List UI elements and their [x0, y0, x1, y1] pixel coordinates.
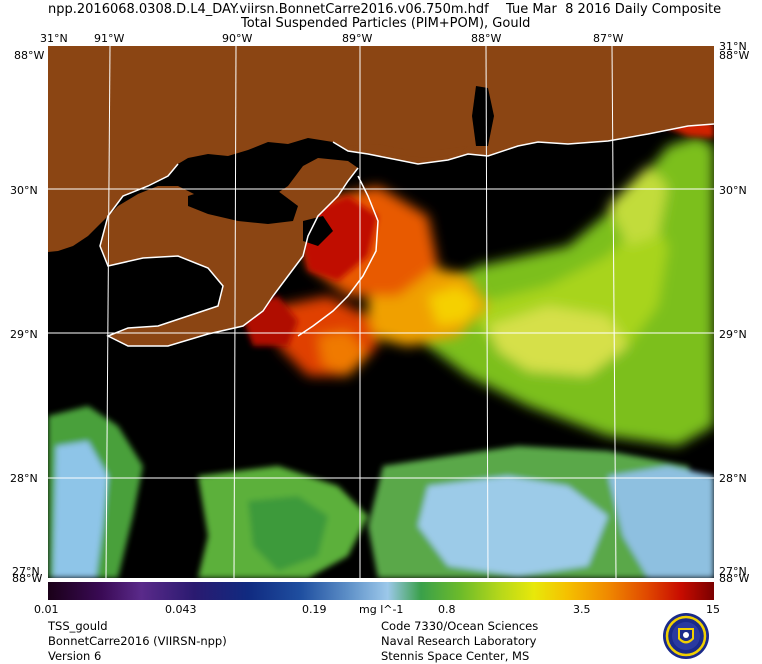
lat-label-29n-left: 29°N: [10, 328, 38, 341]
footer-product-name: TSS_gould: [48, 619, 108, 633]
file-name: npp.2016068.0308.D.L4_DAY.viirsn.BonnetC…: [48, 2, 489, 17]
colorbar-tick-0: 0.01: [34, 603, 59, 616]
footer-location: Stennis Space Center, MS: [381, 649, 530, 663]
colorbar-unit: mg l^-1: [359, 603, 404, 616]
lat-label-30n-left: 30°N: [10, 184, 38, 197]
lat-label-27n-right: 27°N: [719, 565, 747, 578]
lat-label-top-right: 31°N: [719, 40, 747, 53]
lake-borgne: [303, 216, 333, 246]
land-mass: [48, 46, 714, 346]
footer-version: Version 6: [48, 649, 102, 663]
colorbar-tick-4: 3.5: [573, 603, 591, 616]
footer-code: Code 7330/Ocean Sciences: [381, 619, 539, 633]
colorbar-tick-2: 0.19: [302, 603, 327, 616]
product-title: Total Suspended Particles (PIM+POM), Gou…: [241, 16, 531, 31]
footer-dataset: BonnetCarre2016 (VIIRSN-npp): [48, 634, 227, 648]
date-label: Tue Mar 8 2016 Daily Composite: [506, 2, 722, 17]
offshore-low-concentration: [48, 406, 714, 578]
lat-label-28n-left: 28°N: [10, 472, 38, 485]
nrl-seal-logo: [663, 613, 709, 659]
lat-label-29n-right: 29°N: [719, 328, 747, 341]
footer-lab: Naval Research Laboratory: [381, 634, 537, 648]
tss-map: [48, 46, 714, 578]
lake-pontchartrain: [188, 186, 298, 224]
lon-label-89w: 89°W: [342, 32, 373, 45]
mobile-bay: [472, 86, 494, 146]
corner-label-top-right: 88°W: [719, 49, 750, 62]
lat-label-top-left: 31°N: [40, 32, 68, 45]
lon-label-90w: 90°W: [222, 32, 253, 45]
lat-label-27n-left: 27°N: [12, 565, 40, 578]
corner-label-bottom-right: 88°W: [719, 572, 750, 585]
colorbar-tick-5: 15: [706, 603, 720, 616]
lon-label-87w: 87°W: [593, 32, 624, 45]
lon-label-88w: 88°W: [471, 32, 502, 45]
river-delta-outline: [297, 175, 379, 337]
map-image: [48, 46, 714, 578]
colorbar: [48, 582, 714, 600]
lat-lon-grid: [48, 46, 714, 578]
lat-label-28n-right: 28°N: [719, 472, 747, 485]
sediment-plume-green: [408, 136, 714, 446]
lon-label-91w: 91°W: [94, 32, 125, 45]
colorbar-tick-3: 0.8: [438, 603, 456, 616]
corner-label-top-left: 88°W: [14, 49, 45, 62]
colorbar-tick-1: 0.043: [165, 603, 197, 616]
corner-label-bottom-left: 88°W: [12, 572, 43, 585]
coastline: [99, 123, 714, 347]
lat-label-30n-right: 30°N: [719, 184, 747, 197]
mississippi-sound: [348, 144, 468, 158]
